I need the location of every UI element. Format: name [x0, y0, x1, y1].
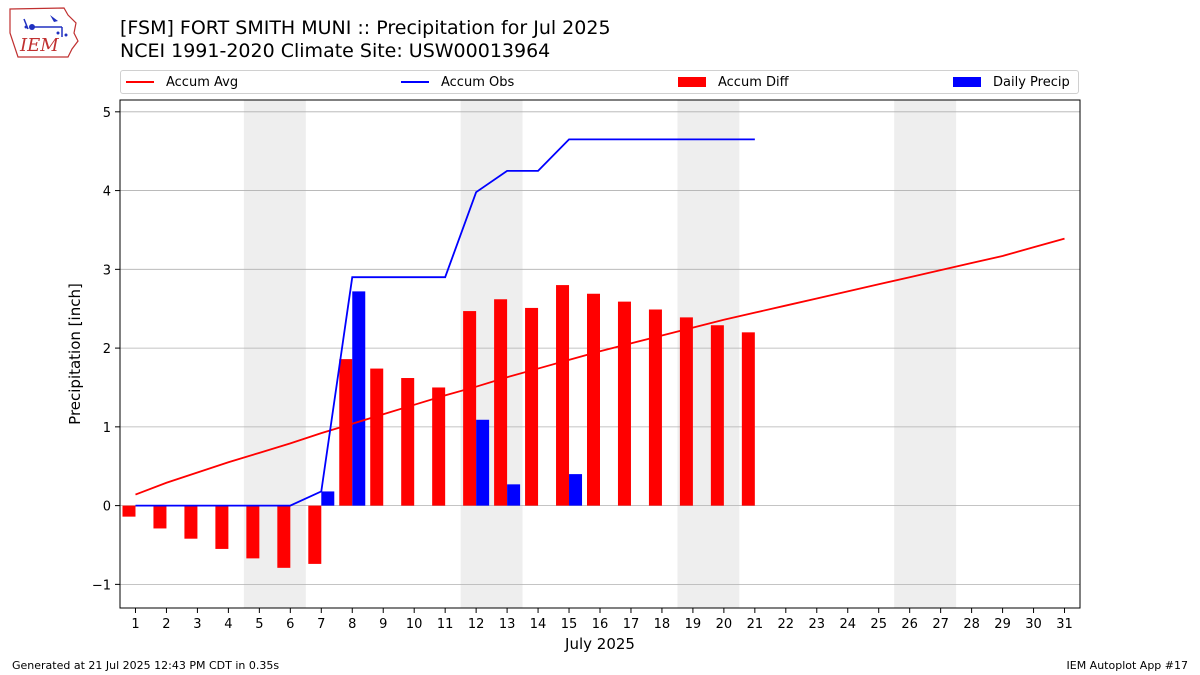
x-tick-label: 11: [437, 617, 454, 632]
daily-precip-bar: [352, 291, 366, 506]
accum-diff-bar: [215, 505, 229, 549]
accum-diff-bar: [494, 299, 508, 506]
accum-diff-bar: [432, 387, 446, 506]
accum-diff-bar: [741, 332, 755, 506]
iem-logo-graphic: IEM: [9, 7, 79, 58]
accum-diff-bar: [153, 505, 167, 529]
accum-diff-bar: [308, 505, 322, 564]
daily-precip-bar: [476, 419, 490, 506]
x-tick-label: 31: [1056, 617, 1073, 632]
accum-diff-bar: [277, 505, 291, 568]
accum-diff-bar: [617, 301, 631, 506]
x-tick-label: 6: [286, 617, 294, 632]
x-tick-label: 20: [716, 617, 733, 632]
y-tick-label: 5: [103, 106, 111, 121]
accum-diff-bar: [246, 505, 260, 559]
daily-precip-bar: [321, 491, 335, 506]
accum-diff-bar: [587, 293, 600, 506]
weekend-band: [894, 100, 957, 608]
daily-precip-bar: [507, 484, 521, 506]
accum-diff-bar: [710, 325, 724, 506]
legend-label-daily-precip: Daily Precip: [993, 74, 1070, 90]
y-tick-label: −1: [92, 578, 111, 593]
y-tick-label: 4: [103, 185, 111, 200]
accum-diff-bar: [122, 505, 136, 517]
x-tick-label: 29: [994, 617, 1011, 632]
x-tick-label: 12: [468, 617, 485, 632]
chart-title: [FSM] FORT SMITH MUNI :: Precipitation f…: [120, 17, 611, 39]
x-tick-label: 25: [870, 617, 887, 632]
legend-swatch-accum-avg: [126, 81, 154, 83]
x-tick-label: 24: [839, 617, 856, 632]
accum-diff-bar: [463, 311, 477, 506]
legend-label-accum-obs: Accum Obs: [441, 74, 515, 90]
accum-diff-bar: [525, 307, 539, 506]
daily-precip-bar: [569, 474, 583, 506]
x-tick-label: 1: [131, 617, 139, 632]
accum-diff-bar: [556, 285, 570, 506]
x-tick-label: 16: [592, 617, 609, 632]
y-axis-label: Precipitation [inch]: [66, 283, 84, 425]
accum-diff-bar: [370, 368, 384, 506]
generated-timestamp: Generated at 21 Jul 2025 12:43 PM CDT in…: [12, 659, 280, 672]
chart-subtitle: NCEI 1991-2020 Climate Site: USW00013964: [120, 40, 551, 62]
y-tick-label: 0: [103, 500, 111, 515]
x-tick-label: 13: [499, 617, 516, 632]
legend-swatch-daily-precip: [953, 77, 981, 87]
x-tick-label: 23: [809, 617, 826, 632]
accum-diff-bar: [401, 378, 415, 506]
x-tick-label: 5: [255, 617, 263, 632]
y-tick-label: 3: [103, 263, 111, 278]
legend-item-accum-diff: Accum Diff: [678, 71, 789, 93]
legend-swatch-accum-obs: [401, 81, 429, 83]
y-tick-label: 1: [103, 421, 111, 436]
accum-diff-bar: [679, 317, 693, 506]
x-tick-label: 10: [406, 617, 423, 632]
x-tick-label: 4: [224, 617, 232, 632]
accum-diff-bar: [339, 359, 353, 506]
accum-diff-bar: [648, 309, 662, 506]
x-tick-label: 21: [747, 617, 764, 632]
iem-logo-text: IEM: [19, 35, 59, 56]
x-tick-label: 18: [654, 617, 671, 632]
chart-legend: Accum Avg Accum Obs Accum Diff Daily Pre…: [120, 70, 1079, 94]
y-tick-label: 2: [103, 342, 111, 357]
x-tick-label: 2: [162, 617, 170, 632]
x-tick-label: 15: [561, 617, 578, 632]
iem-logo: IEM: [6, 5, 82, 61]
app-id-label: IEM Autoplot App #17: [1066, 659, 1189, 672]
x-tick-label: 22: [778, 617, 795, 632]
legend-label-accum-avg: Accum Avg: [166, 74, 239, 90]
x-tick-label: 9: [379, 617, 387, 632]
legend-swatch-accum-diff: [678, 77, 706, 87]
x-tick-label: 30: [1025, 617, 1042, 632]
accum-obs-line: [135, 138, 755, 507]
legend-item-daily-precip: Daily Precip: [953, 71, 1070, 93]
x-tick-label: 26: [901, 617, 918, 632]
x-tick-label: 3: [193, 617, 201, 632]
accum-diff-bar: [184, 505, 198, 539]
x-tick-label: 8: [348, 617, 356, 632]
x-tick-label: 14: [530, 617, 547, 632]
x-tick-label: 7: [317, 617, 325, 632]
x-tick-label: 17: [623, 617, 640, 632]
legend-label-accum-diff: Accum Diff: [718, 74, 789, 90]
x-axis-label: July 2025: [564, 635, 635, 653]
legend-item-accum-obs: Accum Obs: [401, 71, 514, 93]
x-tick-label: 28: [963, 617, 980, 632]
x-tick-label: 27: [932, 617, 949, 632]
accum-avg-line: [135, 237, 1065, 496]
legend-item-accum-avg: Accum Avg: [126, 71, 238, 93]
x-tick-label: 19: [685, 617, 702, 632]
